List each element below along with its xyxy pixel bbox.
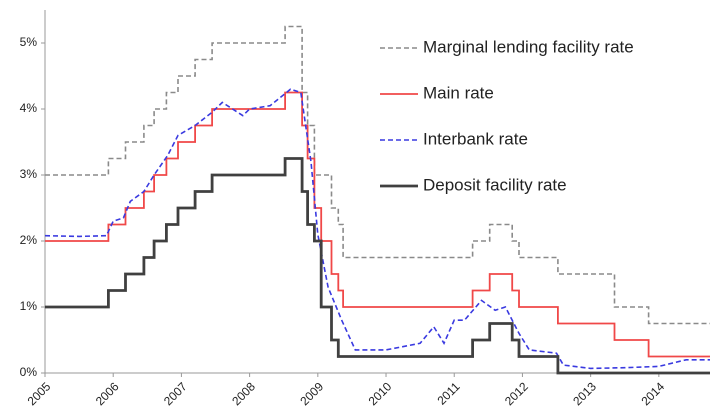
x-tick-label: 2011	[434, 379, 462, 407]
series-line	[45, 91, 710, 358]
x-tick-label: 2005	[25, 379, 54, 408]
y-tick-label: 5%	[20, 35, 38, 49]
y-tick-label: 2%	[20, 233, 38, 247]
x-tick-label: 2013	[570, 379, 599, 408]
x-tick-label: 2008	[229, 379, 258, 408]
series-line	[44, 88, 710, 370]
y-tick-label: 0%	[20, 365, 38, 379]
series-line	[45, 25, 710, 325]
legend-label: Deposit facility rate	[423, 175, 567, 194]
x-tick-label: 2012	[502, 379, 531, 408]
x-tick-label: 2014	[638, 379, 667, 408]
x-tick-label: 2009	[297, 379, 326, 408]
series-line	[45, 157, 710, 375]
x-tick-label: 2007	[161, 379, 190, 408]
y-tick-label: 1%	[20, 299, 38, 313]
y-tick-label: 3%	[20, 167, 38, 181]
legend-label: Main rate	[423, 83, 494, 102]
x-tick-label: 2010	[366, 379, 395, 408]
legend-label: Marginal lending facility rate	[423, 37, 634, 56]
x-tick-label: 2006	[93, 379, 122, 408]
y-tick-label: 4%	[20, 101, 38, 115]
legend-label: Interbank rate	[423, 129, 528, 148]
